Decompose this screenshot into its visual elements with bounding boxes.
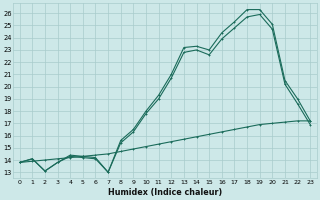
X-axis label: Humidex (Indice chaleur): Humidex (Indice chaleur) [108, 188, 222, 197]
